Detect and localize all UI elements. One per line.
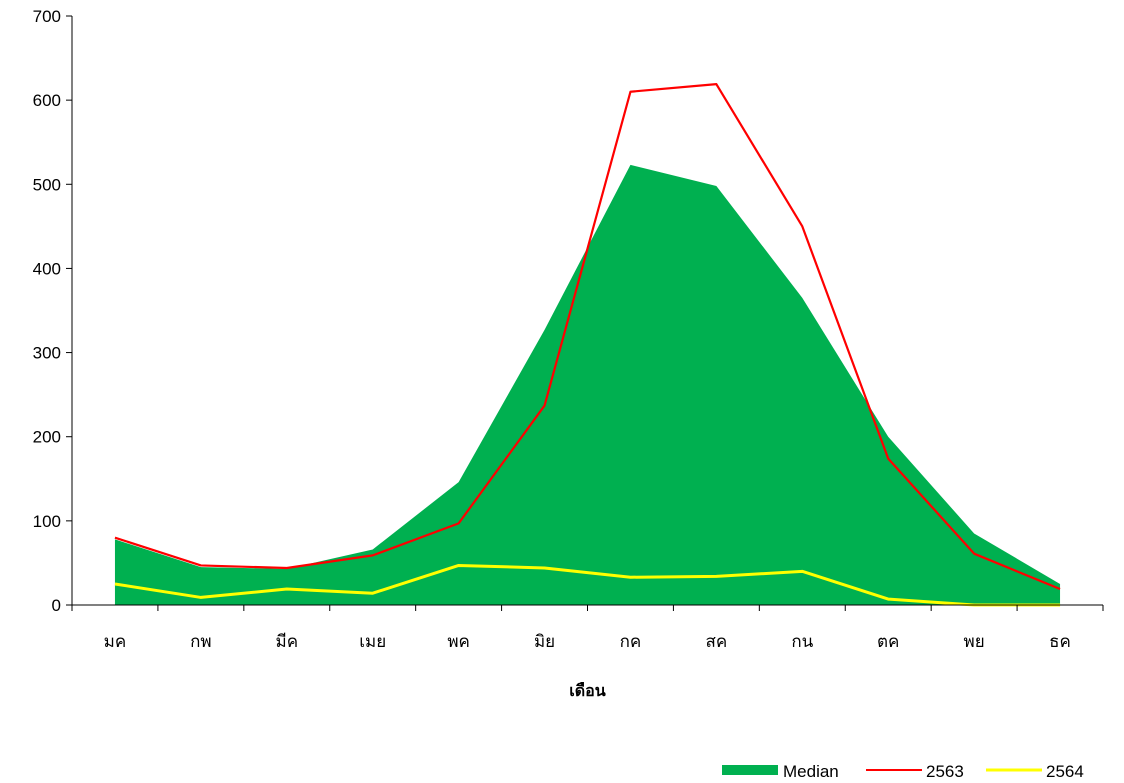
x-axis-title: เดือน [569,681,605,700]
x-tick-label: ธค [1049,632,1071,651]
plot-area [114,83,1061,607]
x-tick-label: กค [620,632,642,651]
x-tick-label: สค [706,632,728,651]
legend-2564-label: 2564 [1046,762,1084,781]
y-tick-label: 0 [52,596,61,615]
y-tick-label: 200 [33,428,61,447]
y-tick-label: 300 [33,344,61,363]
legend: Median 2563 2564 [722,762,1084,781]
legend-median-swatch [722,765,778,775]
legend-median-label: Median [783,762,839,781]
legend-2563-label: 2563 [926,762,964,781]
x-tick-label: พค [447,632,470,651]
y-tick-label: 600 [33,91,61,110]
x-tick-label: ตค [877,632,899,651]
x-tick-label: เมย [359,632,386,651]
x-tick-label: กพ [190,632,212,651]
x-tick-label: กน [791,632,813,651]
x-tick-label: มิย [534,632,555,651]
x-tick-label: มค [104,632,127,651]
y-tick-label: 400 [33,259,61,278]
y-tick-label: 100 [33,512,61,531]
x-tick-label: มีค [276,632,299,651]
series-median-area [114,164,1061,605]
y-tick-label: 700 [33,7,61,26]
y-tick-label: 500 [33,175,61,194]
series-2564-line [114,563,1061,607]
x-tick-label: พย [964,632,985,651]
series-2563-line [114,83,1061,591]
axes: 0 100 200 300 400 500 600 700 มค กพ มีค เมย พค มิย กค ส… [33,7,1104,651]
